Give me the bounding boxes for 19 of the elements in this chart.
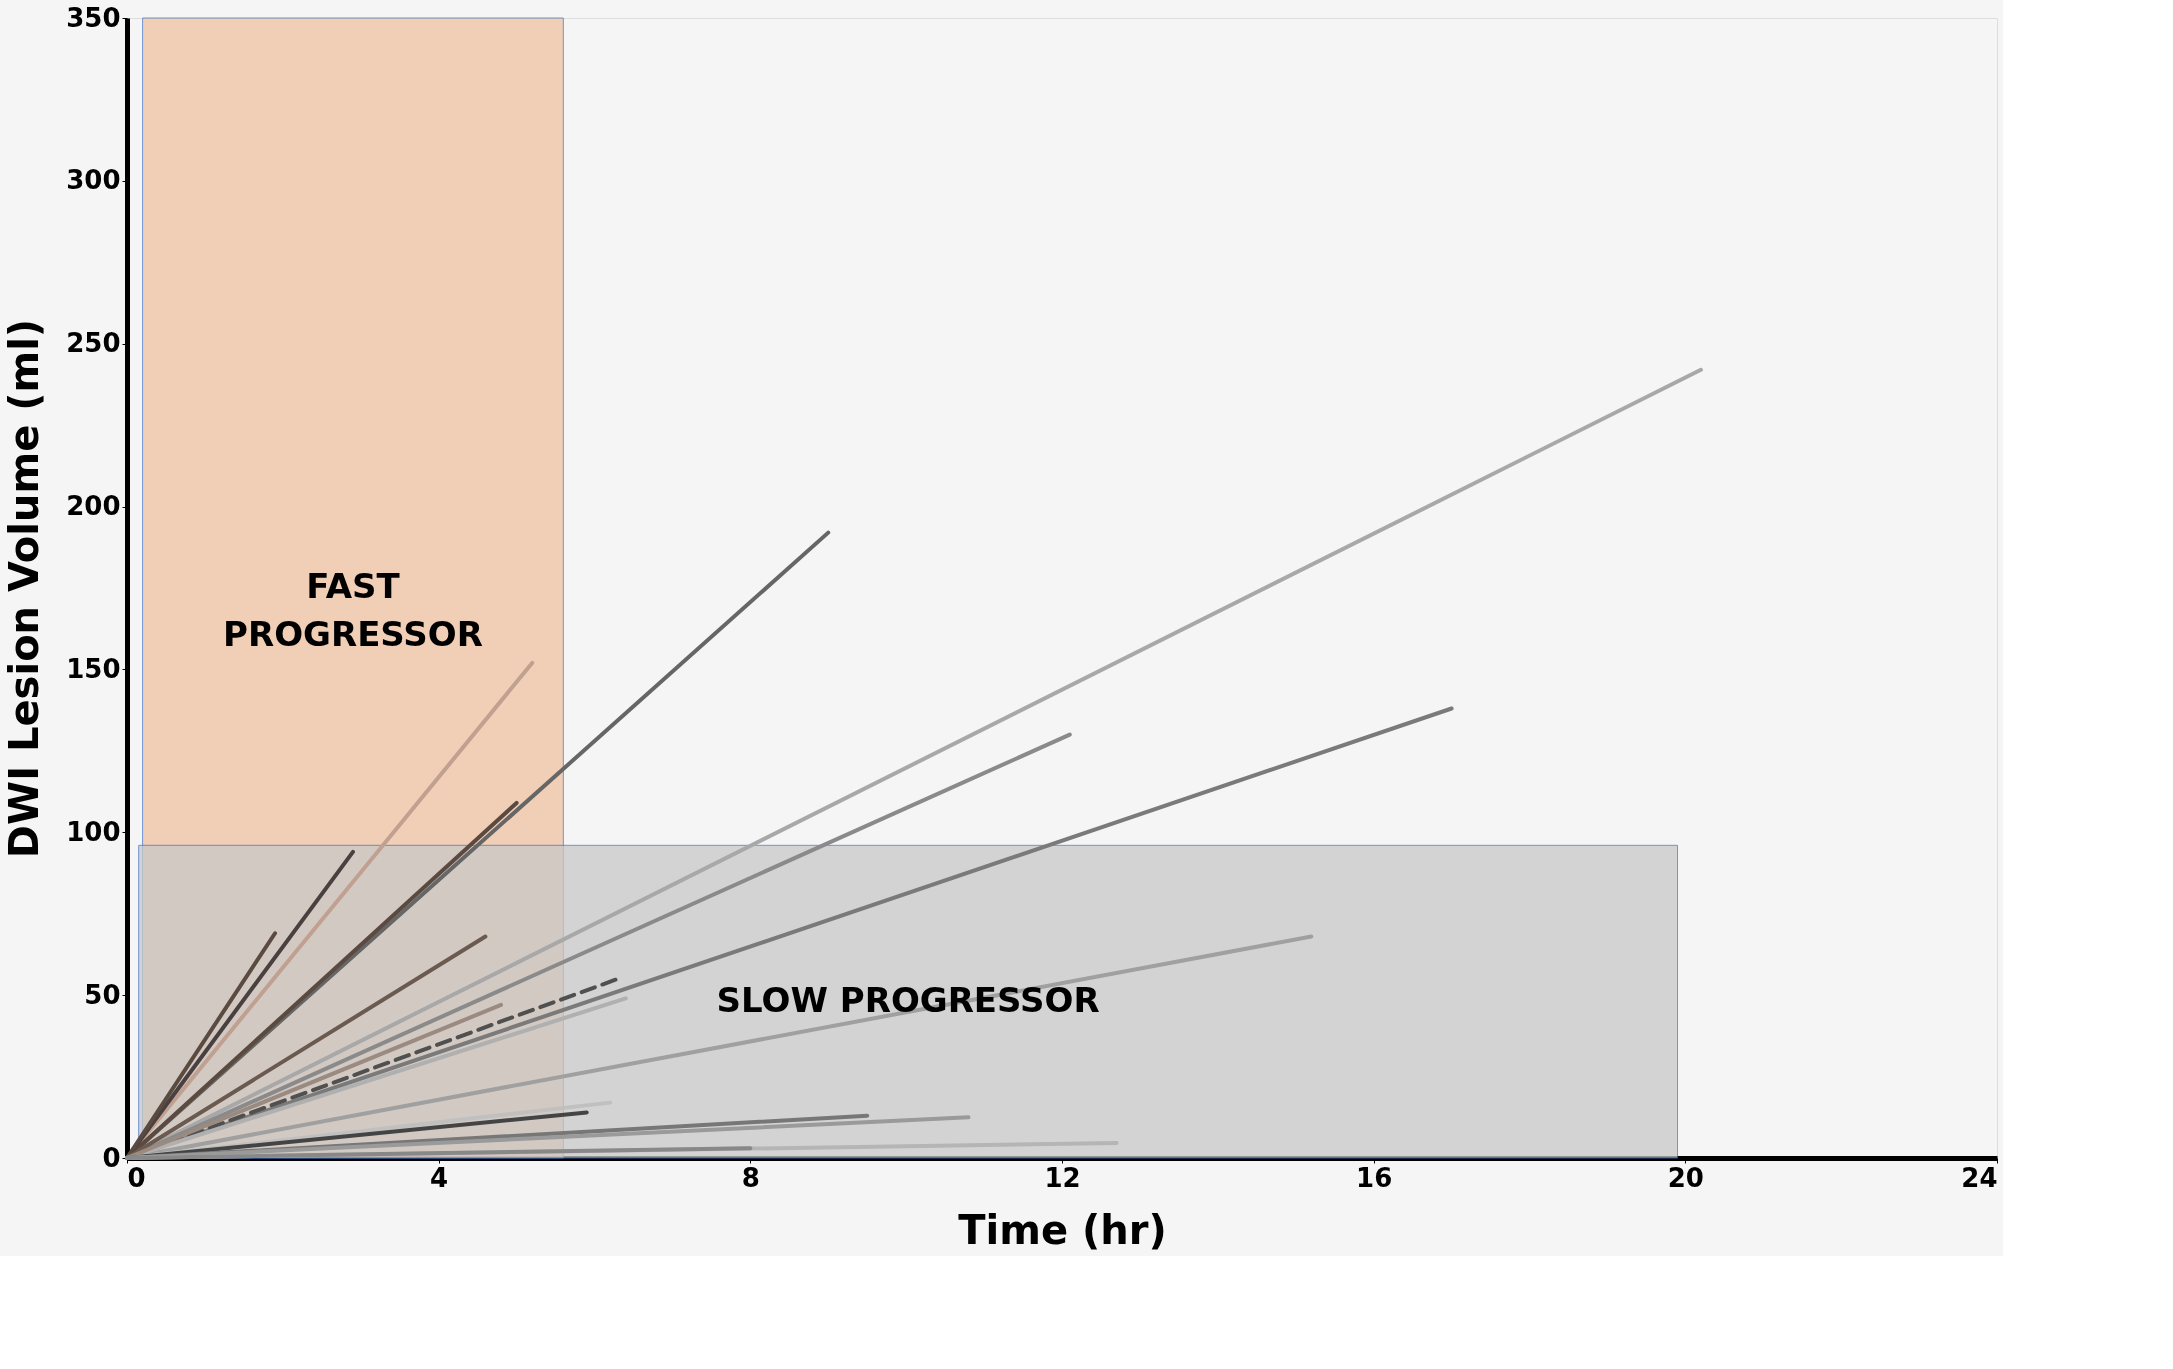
y-tick-label: 100 bbox=[66, 816, 121, 847]
x-tick-label: 16 bbox=[1356, 1162, 1393, 1193]
annotation: FAST PROGRESSOR bbox=[223, 566, 483, 654]
y-tick-label: 250 bbox=[66, 328, 121, 359]
y-axis-title: DWI Lesion Volume (ml) bbox=[1, 318, 48, 859]
y-tick-label: 150 bbox=[66, 653, 121, 684]
y-tick-label: 350 bbox=[66, 2, 121, 33]
y-tick-label: 200 bbox=[66, 491, 121, 522]
annotation: SLOW PROGRESSOR bbox=[716, 979, 1100, 1020]
x-tick-label: 20 bbox=[1667, 1162, 1704, 1193]
x-tick-label: 24 bbox=[1961, 1162, 1998, 1193]
y-tick-label: 0 bbox=[102, 1142, 121, 1173]
x-tick-label: 4 bbox=[430, 1162, 449, 1193]
y-tick-label: 300 bbox=[66, 165, 121, 196]
y-tick-label: 50 bbox=[84, 979, 121, 1010]
x-tick-label: 0 bbox=[127, 1162, 146, 1193]
x-axis-title: Time (hr) bbox=[958, 1206, 1167, 1253]
x-tick-label: 12 bbox=[1044, 1162, 1081, 1193]
x-tick-label: 8 bbox=[741, 1162, 760, 1193]
